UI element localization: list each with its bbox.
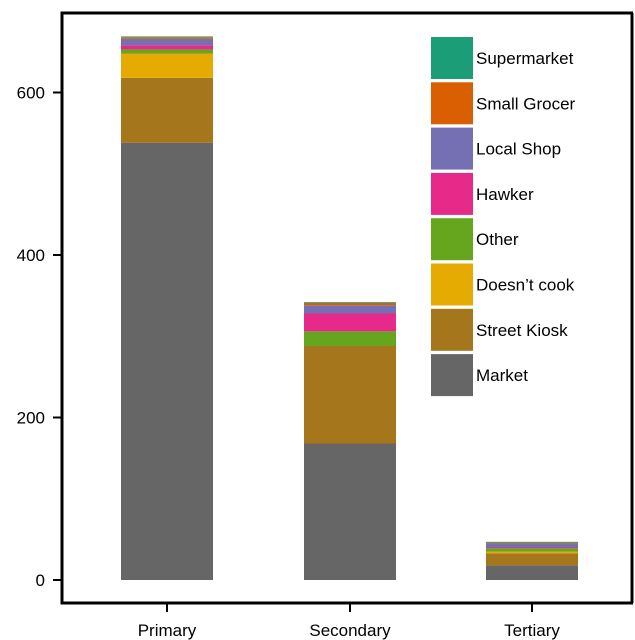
legend-label-street-kiosk: Street Kiosk (476, 321, 568, 340)
bar-segment-primary-local-shop (121, 38, 213, 46)
legend-label-small-grocer: Small Grocer (476, 94, 576, 113)
bar-segment-tertiary-local-shop (486, 543, 578, 548)
x-axis-ticks: Primary Secondary Tertiary (138, 603, 560, 640)
bar-segment-primary-doesn-t-cook (121, 53, 213, 78)
plot-frame (60, 11, 634, 605)
legend-label-supermarket: Supermarket (476, 49, 574, 68)
bar-segment-tertiary-street-kiosk (486, 553, 578, 566)
bar-segment-primary-market (121, 142, 213, 580)
y-tick-label-200: 200 (17, 409, 45, 428)
legend-key-hawker (431, 172, 473, 215)
y-tick-label-600: 600 (17, 84, 45, 103)
legend-label-other: Other (476, 230, 519, 249)
bar-segment-secondary-small-grocer (304, 302, 396, 306)
y-tick-label-0: 0 (36, 571, 45, 590)
y-tick-label-400: 400 (17, 246, 45, 265)
legend-key-doesn-t-cook (431, 263, 473, 306)
y-axis-ticks: 0 200 400 600 (17, 84, 62, 590)
bar-segment-primary-other (121, 49, 213, 54)
legend-label-market: Market (476, 366, 528, 385)
bar-segment-secondary-street-kiosk (304, 346, 396, 444)
x-tick-label-tertiary: Tertiary (504, 621, 560, 640)
legend-key-supermarket (431, 37, 473, 79)
legend: Supermarket Small Grocer Local Shop Hawker O… (431, 37, 576, 397)
bar-segment-tertiary-doesn-t-cook (486, 551, 578, 554)
bar-segment-tertiary-supermarket (486, 541, 578, 543)
bar-segment-primary-street-kiosk (121, 77, 213, 143)
legend-key-local-shop (431, 127, 473, 170)
legend-key-small-grocer (431, 82, 473, 125)
bar-segment-secondary-other (304, 331, 396, 346)
bar-segment-secondary-supermarket (304, 302, 396, 303)
x-tick-label-primary: Primary (138, 621, 197, 640)
legend-key-street-kiosk (431, 308, 473, 351)
bars-layer (121, 36, 578, 580)
legend-key-market (431, 354, 473, 397)
bar-segment-tertiary-hawker (486, 547, 578, 549)
bar-segment-tertiary-market (486, 565, 578, 580)
bar-segment-primary-small-grocer (121, 37, 213, 39)
legend-key-other (431, 218, 473, 261)
legend-label-hawker: Hawker (476, 185, 534, 204)
bar-segment-primary-supermarket (121, 36, 213, 38)
bar-segment-primary-hawker (121, 45, 213, 50)
legend-label-local-shop: Local Shop (476, 140, 561, 159)
bar-segment-secondary-hawker (304, 313, 396, 332)
bar-segment-tertiary-small-grocer (486, 542, 578, 544)
bar-segment-tertiary-other (486, 548, 578, 552)
x-tick-label-secondary: Secondary (309, 621, 391, 640)
bar-segment-secondary-market (304, 443, 396, 580)
bar-segment-secondary-local-shop (304, 305, 396, 314)
legend-label-doesn-t-cook: Doesn’t cook (476, 276, 575, 295)
